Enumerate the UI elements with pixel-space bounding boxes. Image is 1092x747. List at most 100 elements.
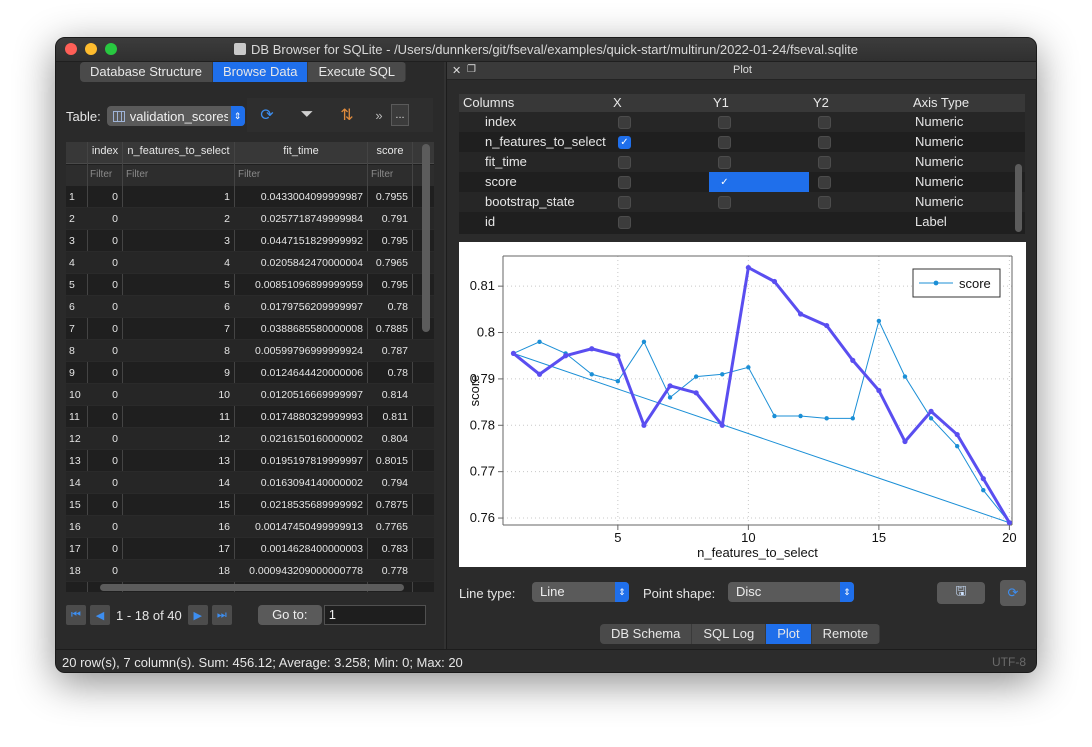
x-axis-checkbox[interactable]	[618, 156, 631, 169]
plot-column-row[interactable]: score ✓ Numeric	[459, 172, 1025, 192]
plot-controls: Line type: Line ⇕ Point shape: Disc ⇕ 🖫 ⟳	[459, 580, 1029, 606]
cell-fit-time: 0.0120516669999997	[260, 389, 363, 401]
axis-type-value[interactable]: Numeric	[915, 114, 964, 129]
table-row[interactable]: 9 0 9 0.0124644420000006 0.78	[66, 362, 434, 384]
y1-axis-checkbox[interactable]	[718, 196, 731, 209]
axis-type-value[interactable]: Numeric	[915, 154, 964, 169]
goto-input[interactable]: 1	[323, 605, 426, 625]
table-row[interactable]: 4 0 4 0.0205842470000004 0.7965	[66, 252, 434, 274]
y2-axis-checkbox[interactable]	[818, 116, 831, 129]
x-axis-checkbox[interactable]	[618, 176, 631, 189]
refresh-button[interactable]: ⟳	[247, 100, 287, 130]
axis-type-value[interactable]: Label	[915, 214, 947, 229]
table-row[interactable]: 2 0 2 0.0257718749999984 0.791	[66, 208, 434, 230]
line-type-select[interactable]: Line ⇕	[532, 582, 629, 602]
y2-axis-checkbox[interactable]	[818, 176, 831, 189]
table-row[interactable]: 16 0 16 0.00147450499999913 0.7765	[66, 516, 434, 538]
x-axis-checkbox[interactable]	[618, 216, 631, 229]
data-point	[615, 379, 621, 384]
table-row[interactable]: 7 0 7 0.0388685580000008 0.7885	[66, 318, 434, 340]
columns-scrollbar[interactable]	[1015, 164, 1022, 232]
plot-column-row[interactable]: id Label	[459, 212, 1025, 232]
y2-axis-checkbox[interactable]	[818, 136, 831, 149]
y2-axis-checkbox[interactable]	[818, 156, 831, 169]
tab-remote[interactable]: Remote	[812, 624, 881, 644]
tab-browse-data[interactable]: Browse Data	[213, 62, 309, 82]
filter-n-features-input[interactable]: Filter	[126, 169, 149, 180]
filter-score-input[interactable]: Filter	[371, 169, 394, 180]
prev-page-button[interactable]: ◀	[90, 605, 110, 625]
filter-row: Filter Filter Filter Filter	[66, 165, 434, 186]
cell-index: 0	[112, 411, 118, 423]
horizontal-scrollbar[interactable]	[100, 584, 404, 591]
first-page-button[interactable]: ⏮	[66, 605, 86, 625]
clear-filters-button[interactable]: ⏷	[287, 100, 327, 130]
x-axis-checkbox[interactable]	[618, 116, 631, 129]
toolbar-overflow-button[interactable]: »	[367, 100, 391, 130]
last-page-button[interactable]: ⏭	[211, 605, 232, 625]
table-row[interactable]: 12 0 12 0.0216150160000002 0.804	[66, 428, 434, 450]
plot-column-row[interactable]: fit_time Numeric	[459, 152, 1025, 172]
zoom-window-button[interactable]	[105, 43, 117, 55]
refresh-plot-button[interactable]: ⟳	[1000, 580, 1026, 606]
plot-column-row[interactable]: bootstrap_state Numeric	[459, 192, 1025, 212]
table-row[interactable]: 13 0 13 0.0195197819999997 0.8015	[66, 450, 434, 472]
tab-plot[interactable]: Plot	[766, 624, 812, 644]
column-divider	[234, 142, 235, 592]
plot-column-row[interactable]: n_features_to_select ✓ Numeric	[459, 132, 1025, 152]
y2-axis-checkbox[interactable]	[818, 196, 831, 209]
column-header-fit-time[interactable]: fit_time	[283, 145, 319, 157]
plot-canvas[interactable]: 5 10 15 20 0.76 0.77 0.78 0.79 0.8 0.81 n_features…	[459, 242, 1026, 567]
tab-db-schema[interactable]: DB Schema	[600, 624, 693, 644]
goto-button[interactable]: Go to:	[257, 605, 322, 625]
more-options-button[interactable]: ...	[391, 104, 409, 126]
cell-index: 0	[112, 565, 118, 577]
data-point	[876, 318, 882, 324]
tab-sql-log[interactable]: SQL Log	[692, 624, 767, 644]
vertical-scrollbar[interactable]	[422, 144, 430, 332]
tab-execute-sql[interactable]: Execute SQL	[308, 62, 407, 82]
cell-fit-time: 0.0216150160000002	[260, 433, 363, 445]
cell-index: 0	[112, 191, 118, 203]
column-divider	[122, 142, 123, 592]
plot-column-row[interactable]: index Numeric	[459, 112, 1025, 132]
table-row[interactable]: 18 0 18 0.000943209000000778 0.778	[66, 560, 434, 582]
save-plot-button[interactable]: 🖫	[937, 582, 985, 604]
y1-axis-checkbox[interactable]: ✓	[718, 176, 731, 189]
clear-sorting-button[interactable]: ⇅	[327, 100, 367, 130]
page-range: 1 - 18 of 40	[116, 607, 182, 623]
close-dock-icon[interactable]: ✕	[452, 65, 462, 77]
filter-index-input[interactable]: Filter	[90, 169, 113, 180]
table-row[interactable]: 1 0 1 0.0433004099999987 0.7955	[66, 186, 434, 208]
column-header-score[interactable]: score	[376, 145, 404, 157]
tab-database-structure[interactable]: Database Structure	[80, 62, 214, 82]
table-select[interactable]: validation_scores ⇕	[106, 106, 245, 126]
axis-type-value[interactable]: Numeric	[915, 194, 964, 209]
filter-fit-time-input[interactable]: Filter	[238, 169, 261, 180]
table-row[interactable]: 11 0 11 0.0174880329999993 0.811	[66, 406, 434, 428]
table-row[interactable]: 8 0 8 0.00599796999999924 0.787	[66, 340, 434, 362]
y1-axis-checkbox[interactable]	[718, 156, 731, 169]
next-page-button[interactable]: ▶	[187, 605, 208, 625]
column-header-index[interactable]: index	[91, 145, 119, 157]
x-axis-checkbox[interactable]: ✓	[618, 136, 631, 149]
float-dock-icon[interactable]: ❐	[467, 64, 476, 75]
column-header-n-features[interactable]: n_features_to_select	[127, 145, 230, 157]
point-shape-select[interactable]: Disc ⇕	[728, 582, 854, 602]
close-window-button[interactable]	[65, 43, 77, 55]
table-row[interactable]: 10 0 10 0.0120516669999997 0.814	[66, 384, 434, 406]
axis-type-value[interactable]: Numeric	[915, 134, 964, 149]
y1-axis-checkbox[interactable]	[718, 116, 731, 129]
table-row[interactable]: 15 0 15 0.0218535689999992 0.7875	[66, 494, 434, 516]
data-point	[536, 371, 543, 377]
table-row[interactable]: 17 0 17 0.0014628400000003 0.783	[66, 538, 434, 560]
x-axis-checkbox[interactable]	[618, 196, 631, 209]
table-row[interactable]: 14 0 14 0.0163094140000002 0.794	[66, 472, 434, 494]
table-row[interactable]: 3 0 3 0.0447151829999992 0.795	[66, 230, 434, 252]
minimize-window-button[interactable]	[85, 43, 97, 55]
legend-label: score	[959, 276, 991, 291]
axis-type-value[interactable]: Numeric	[915, 174, 964, 189]
table-row[interactable]: 6 0 6 0.0179756209999997 0.78	[66, 296, 434, 318]
y1-axis-checkbox[interactable]	[718, 136, 731, 149]
table-row[interactable]: 5 0 5 0.00851096899999959 0.795	[66, 274, 434, 296]
